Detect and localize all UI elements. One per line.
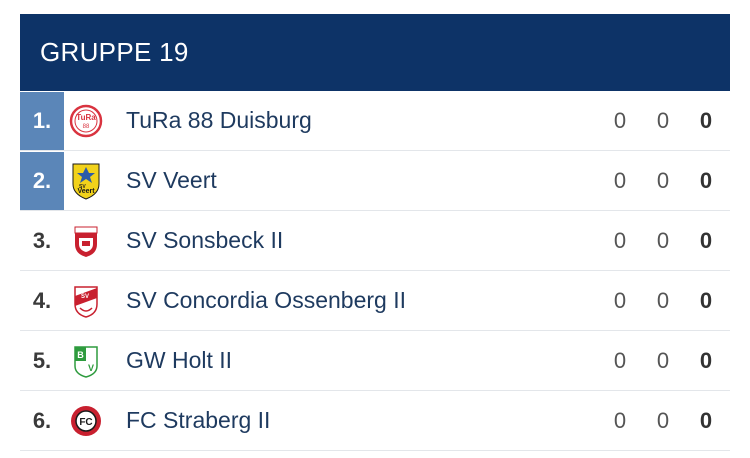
standings-row[interactable]: 6. FC FC Straberg II 0 0 0 [20,391,730,451]
standings-row[interactable]: 2. SV Veert SV Veert 0 0 0 [20,151,730,211]
sv-sonsbeck-crest-icon [67,221,105,261]
rank-cell: 3. [32,227,52,253]
stat-b: 0 [656,107,670,133]
points: 0 [699,107,713,133]
svg-text:V: V [88,363,94,373]
fc-straberg-crest-icon: FC [67,401,105,441]
sv-veert-crest-icon: SV Veert [67,161,105,201]
rank-cell: 6. [32,407,52,433]
standings-row[interactable]: 3. SV Sonsbeck II 0 0 0 [20,211,730,271]
stat-a: 0 [613,347,627,373]
svg-text:B: B [77,350,84,360]
team-name[interactable]: SV Veert [126,167,217,193]
team-name[interactable]: GW Holt II [126,347,233,373]
team-name[interactable]: SV Concordia Ossenberg II [126,287,406,313]
standings-row[interactable]: 4. SV SV Concordia Ossenberg II 0 0 0 [20,271,730,331]
points: 0 [699,407,713,433]
tura-88-crest-icon: TuRa 88 [67,101,105,141]
stat-a: 0 [613,227,627,253]
standings-row[interactable]: 1. TuRa 88 TuRa 88 Duisburg 0 0 0 [20,91,730,151]
team-name[interactable]: FC Straberg II [126,407,271,433]
stat-b: 0 [656,167,670,193]
stat-a: 0 [613,167,627,193]
stat-a: 0 [613,107,627,133]
svg-text:88: 88 [83,124,90,130]
group-title: GRUPPE 19 [40,37,189,67]
points: 0 [699,167,713,193]
points: 0 [699,227,713,253]
points: 0 [699,347,713,373]
stat-b: 0 [656,287,670,313]
rank-cell: 1. [20,91,64,150]
svg-text:SV: SV [79,184,86,190]
stat-a: 0 [613,287,627,313]
group-header: GRUPPE 19 [20,14,730,91]
stat-b: 0 [656,347,670,373]
team-name[interactable]: SV Sonsbeck II [126,227,284,253]
team-name[interactable]: TuRa 88 Duisburg [126,107,312,133]
stat-b: 0 [656,407,670,433]
svg-text:FC: FC [79,417,92,428]
rank-cell: 5. [32,347,52,373]
rank-cell: 2. [20,151,64,210]
svg-text:SV: SV [81,294,89,300]
standings-table: GRUPPE 19 1. TuRa 88 TuRa 88 Duisburg 0 … [20,14,730,451]
gw-holt-crest-icon: B V [67,341,105,381]
svg-text:TuRa: TuRa [76,113,96,122]
standings-row[interactable]: 5. B V GW Holt II 0 0 0 [20,331,730,391]
sv-concordia-crest-icon: SV [67,281,105,321]
stat-a: 0 [613,407,627,433]
rank-cell: 4. [32,287,52,313]
points: 0 [699,287,713,313]
svg-text:Veert: Veert [77,188,95,195]
stat-b: 0 [656,227,670,253]
